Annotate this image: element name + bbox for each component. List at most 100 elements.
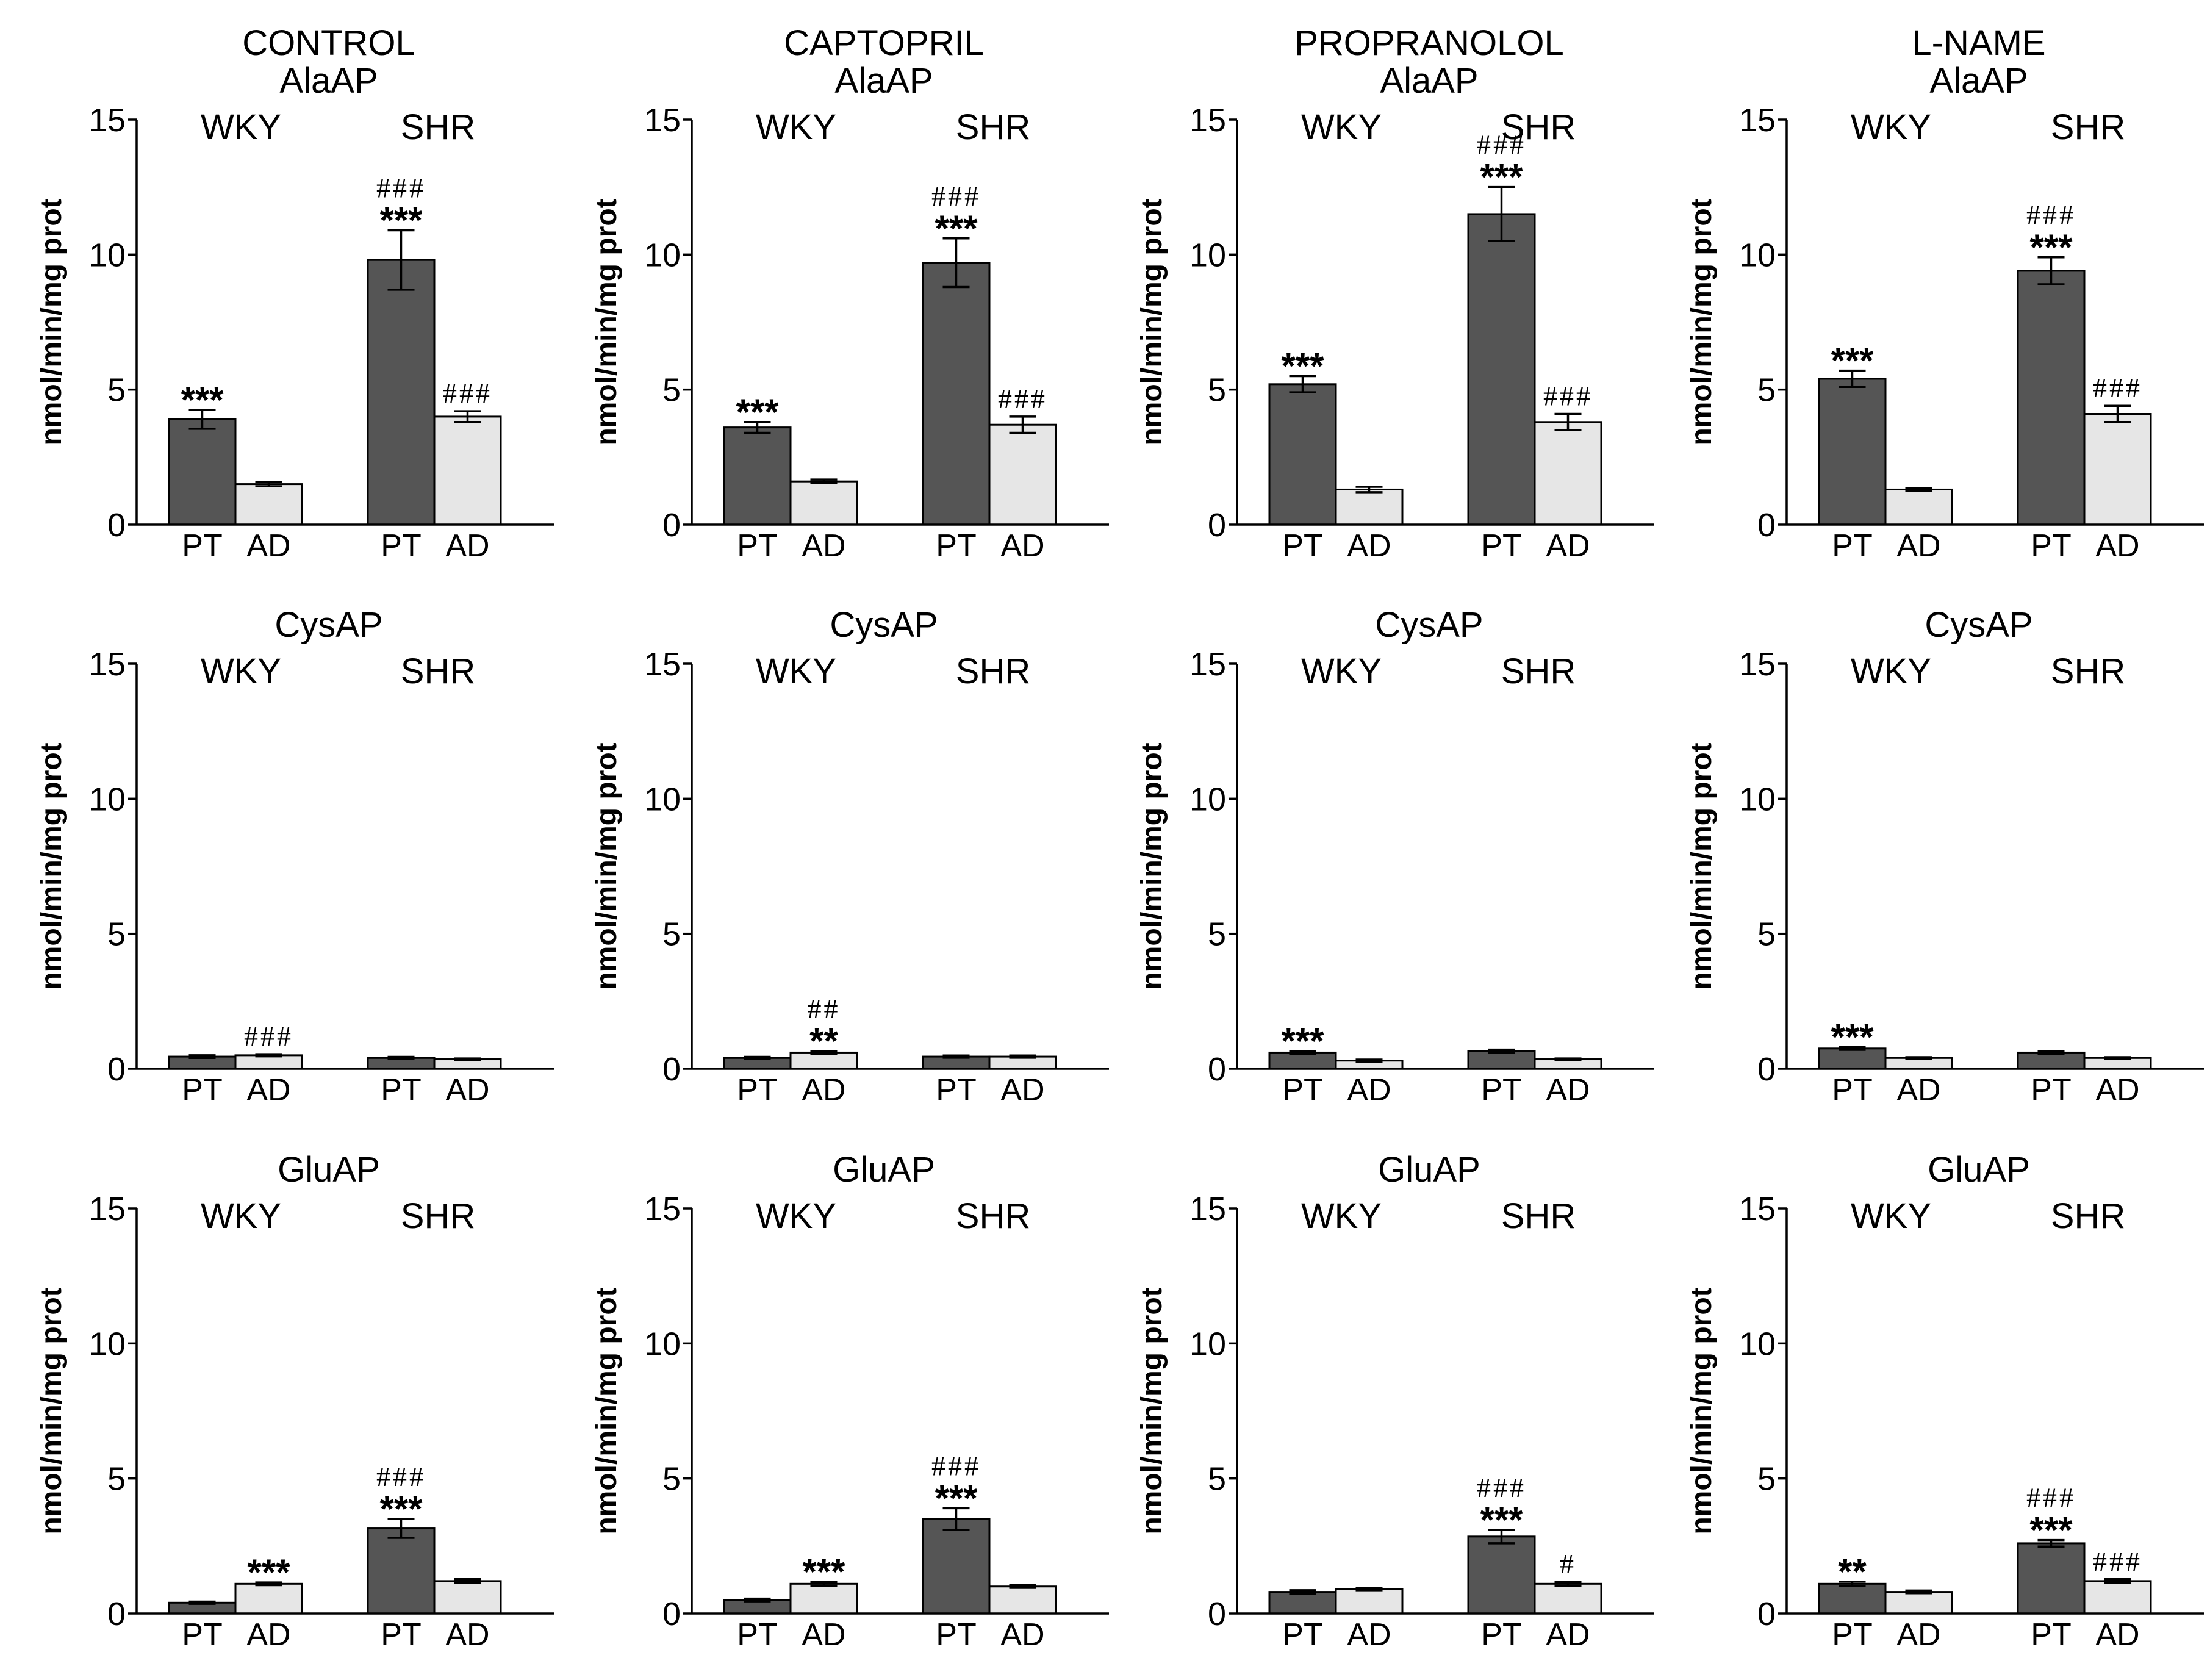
y-axis-label: nmol/min/mg prot	[1685, 1287, 1718, 1534]
significance-annotation: ###	[376, 172, 426, 203]
column-title: L-NAME	[1912, 23, 2045, 63]
bar-pt	[2017, 1051, 2086, 1070]
y-tick-label: 15	[89, 102, 126, 138]
bar-ad	[1335, 488, 1404, 526]
panel-7: CysAP nmol/min/mg prot WKY PT *** AD SHR PT AD 0 5…	[1136, 605, 1654, 1108]
group-label: WKY	[201, 107, 281, 147]
x-tick-label: AD	[445, 528, 489, 564]
significance-annotation: ###	[931, 181, 981, 212]
y-tick-label: 10	[1189, 237, 1226, 273]
error-bar	[942, 237, 970, 289]
significance-annotation: ***	[935, 208, 978, 249]
group-label: WKY	[756, 1196, 836, 1236]
y-axis-label: nmol/min/mg prot	[1685, 742, 1718, 989]
error-bar	[942, 1507, 970, 1531]
group-label: SHR	[401, 107, 475, 147]
error-bar	[744, 1597, 771, 1603]
x-tick-label: PT	[737, 528, 777, 564]
group-label: WKY	[1301, 652, 1382, 691]
column-title: CONTROL	[242, 23, 415, 63]
y-tick-label: 0	[1208, 507, 1226, 544]
significance-annotation: ##	[808, 993, 841, 1024]
x-tick-label: PT	[1282, 528, 1322, 564]
bar-pt	[1818, 378, 1887, 526]
x-tick-label: AD	[802, 528, 845, 564]
bar-ad	[433, 1580, 502, 1615]
bar-ad	[234, 1582, 303, 1615]
x-tick-label: AD	[802, 1072, 845, 1108]
group-label: WKY	[756, 107, 836, 147]
x-tick-label: AD	[445, 1617, 489, 1653]
y-tick-label: 10	[644, 781, 681, 817]
error-bar	[387, 229, 415, 291]
x-tick-label: AD	[802, 1617, 845, 1653]
y-tick-label: 15	[1189, 646, 1226, 683]
panel-8: CysAP nmol/min/mg prot WKY PT *** AD SHR PT AD 0 5…	[1685, 605, 2204, 1108]
panel-title: CysAP	[1925, 605, 2032, 645]
error-bar	[188, 1600, 216, 1605]
x-tick-label: AD	[2095, 1617, 2139, 1653]
error-bar	[1488, 1048, 1515, 1054]
y-tick-label: 5	[1757, 916, 1776, 953]
bar-pt	[1268, 383, 1337, 526]
panel-title: CysAP	[830, 605, 938, 645]
panel-title: CysAP	[1375, 605, 1483, 645]
group-label: SHR	[1501, 1196, 1576, 1236]
bar-ad	[2083, 413, 2152, 526]
group-label: WKY	[201, 1196, 281, 1236]
x-tick-label: AD	[1347, 1617, 1391, 1653]
panel-title: GluAP	[278, 1150, 380, 1190]
bar-pt	[1467, 213, 1536, 526]
significance-annotation: ***	[1831, 1017, 1874, 1058]
y-tick-label: 10	[89, 781, 126, 817]
error-bar	[454, 1057, 481, 1061]
group-label: SHR	[401, 1196, 475, 1236]
error-bar	[188, 1054, 216, 1060]
y-tick-label: 0	[1757, 1596, 1776, 1632]
y-tick-label: 15	[1739, 102, 1776, 138]
panel-title: AlaAP	[834, 61, 933, 101]
panel-title: GluAP	[833, 1150, 935, 1190]
y-tick-label: 15	[1739, 1191, 1776, 1227]
y-tick-label: 5	[1208, 1461, 1226, 1498]
error-bar	[2104, 1578, 2131, 1584]
y-tick-label: 0	[662, 1596, 681, 1632]
significance-annotation: ***	[1281, 346, 1324, 387]
x-tick-label: PT	[2031, 1072, 2071, 1108]
error-bar	[744, 1055, 771, 1060]
x-tick-label: PT	[1832, 1072, 1872, 1108]
x-tick-label: PT	[182, 1617, 222, 1653]
x-tick-label: PT	[737, 1072, 777, 1108]
bar-ad	[234, 483, 303, 526]
y-tick-label: 15	[1739, 646, 1776, 683]
error-bar	[1839, 1581, 1866, 1587]
y-tick-label: 10	[1739, 781, 1776, 817]
error-bar	[387, 1518, 415, 1539]
significance-annotation: ***	[1480, 1499, 1523, 1540]
error-bar	[2104, 1056, 2131, 1060]
error-bar	[744, 421, 771, 434]
bar-pt	[723, 426, 792, 526]
group-label: WKY	[1851, 1196, 1931, 1236]
x-tick-label: PT	[1481, 528, 1521, 564]
significance-annotation: ###	[1543, 381, 1593, 412]
x-tick-label: PT	[182, 1072, 222, 1108]
significance-annotation: **	[809, 1021, 838, 1061]
group-label: WKY	[1851, 652, 1931, 691]
significance-annotation: ###	[1477, 1472, 1526, 1503]
x-tick-label: PT	[936, 1072, 976, 1108]
y-tick-label: 10	[1189, 1326, 1226, 1362]
panel-5: CysAP nmol/min/mg prot WKY PT AD ### SHR PT AD 0 5…	[35, 605, 554, 1108]
significance-annotation: ###	[1477, 129, 1526, 160]
significance-annotation: ***	[1831, 340, 1874, 381]
y-tick-label: 15	[89, 1191, 126, 1227]
significance-annotation: ###	[2093, 1546, 2142, 1577]
y-axis-label: nmol/min/mg prot	[590, 1287, 623, 1534]
y-tick-label: 5	[1757, 372, 1776, 409]
error-bar	[1289, 375, 1316, 393]
significance-annotation: ###	[443, 378, 492, 409]
y-tick-label: 5	[662, 1461, 681, 1498]
significance-annotation: ***	[1281, 1021, 1324, 1061]
x-tick-label: AD	[1546, 528, 1590, 564]
